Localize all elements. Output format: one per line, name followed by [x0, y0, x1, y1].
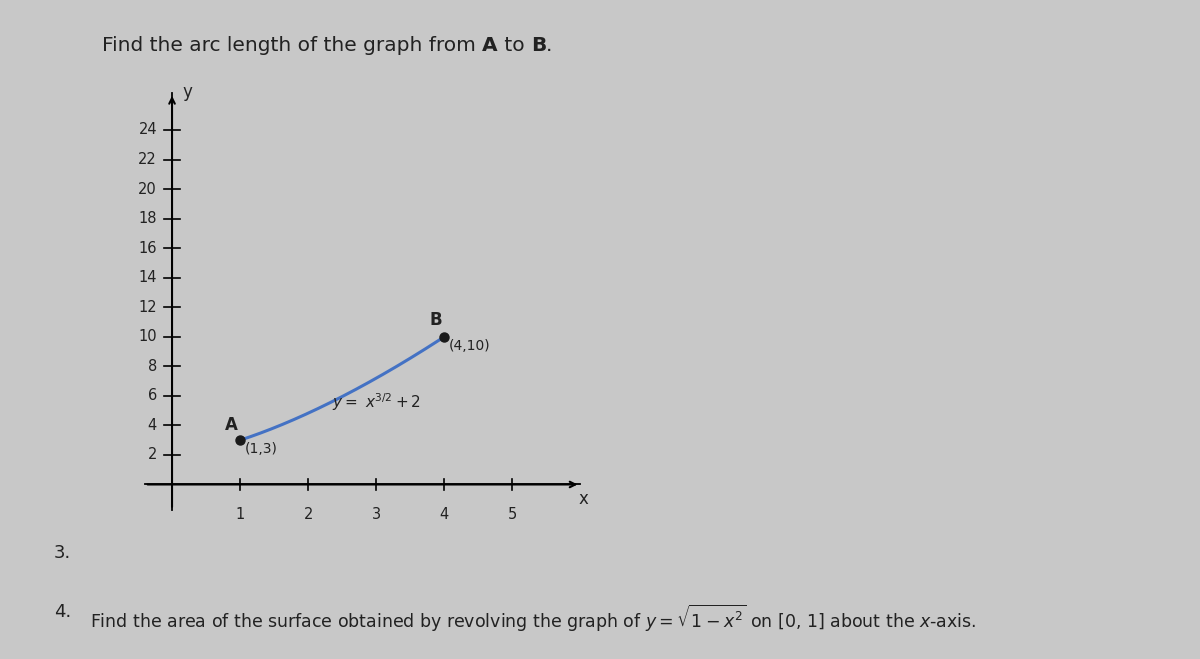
Text: 2: 2 [148, 447, 157, 463]
Text: Find the area of the surface obtained by revolving the graph of $y = \sqrt{1-x^2: Find the area of the surface obtained by… [90, 603, 977, 634]
Text: 12: 12 [138, 300, 157, 315]
Text: (4,10): (4,10) [449, 339, 491, 353]
Text: 10: 10 [138, 330, 157, 344]
Text: A: A [482, 36, 498, 55]
Text: 16: 16 [138, 241, 157, 256]
Text: 14: 14 [138, 270, 157, 285]
Text: 5: 5 [508, 507, 517, 522]
Text: 4: 4 [439, 507, 449, 522]
Text: 18: 18 [138, 211, 157, 226]
Text: 1: 1 [235, 507, 245, 522]
Text: 8: 8 [148, 358, 157, 374]
Text: 22: 22 [138, 152, 157, 167]
Text: B: B [430, 311, 442, 329]
Text: 24: 24 [138, 123, 157, 138]
Text: 3.: 3. [54, 544, 71, 561]
Text: to: to [498, 36, 530, 55]
Text: 6: 6 [148, 388, 157, 403]
Text: .: . [546, 36, 552, 55]
Text: x: x [578, 490, 589, 507]
Text: (1,3): (1,3) [245, 442, 277, 457]
Text: A: A [226, 416, 238, 434]
Text: y: y [182, 84, 192, 101]
Text: 20: 20 [138, 182, 157, 196]
Text: 4: 4 [148, 418, 157, 433]
Text: 3: 3 [372, 507, 380, 522]
Text: Find the arc length of the graph from: Find the arc length of the graph from [102, 36, 482, 55]
Text: B: B [530, 36, 546, 55]
Text: $y = \ x^{3/2} + 2$: $y = \ x^{3/2} + 2$ [332, 391, 421, 413]
Text: 4.: 4. [54, 603, 71, 621]
Text: 2: 2 [304, 507, 313, 522]
